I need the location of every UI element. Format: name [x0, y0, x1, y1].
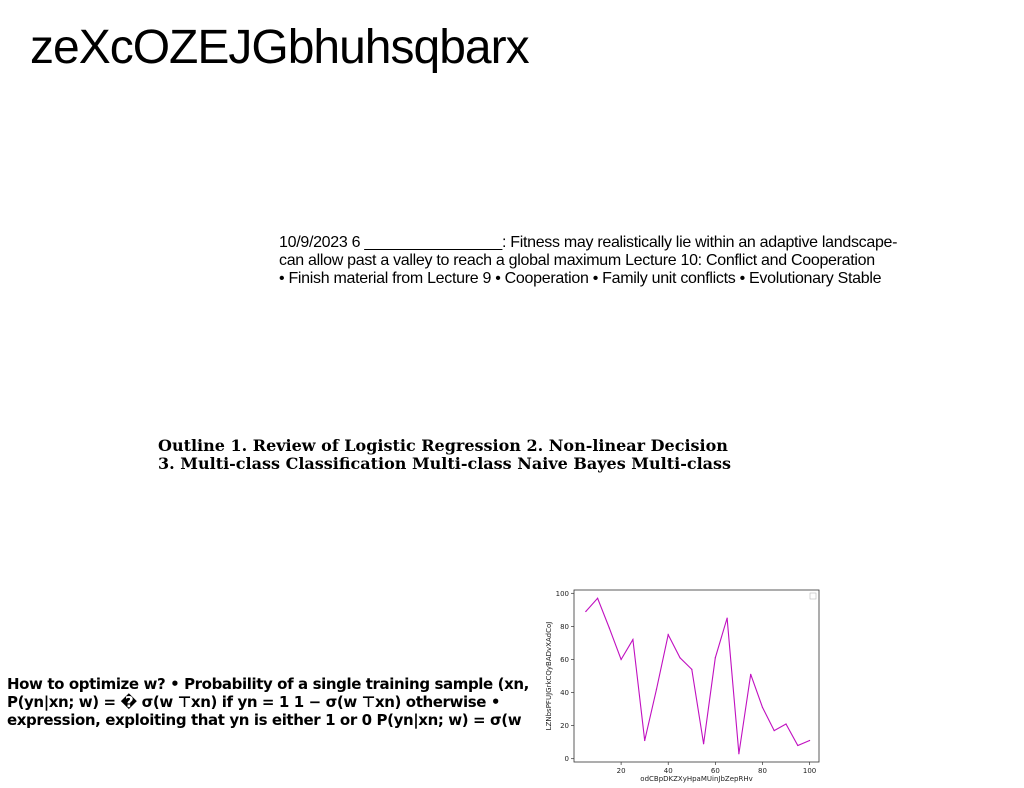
data-point [655, 688, 658, 690]
line-chart-svg: 20 40 60 80 100 0 20 40 60 80 100 odCBpDKZXyHpaMU… [545, 589, 820, 783]
data-point [750, 673, 752, 675]
x-axis-label: odCBpDKZXyHpaMUinJbZepRHv [640, 775, 752, 783]
line-chart: 20 40 60 80 100 0 20 40 60 80 100 odCBpDKZXyHpaMU… [540, 583, 830, 788]
y-tick-label: 100 [556, 590, 569, 598]
data-point [620, 658, 622, 661]
data-point [585, 610, 587, 613]
data-point [667, 634, 669, 636]
y-tick-label: 40 [560, 689, 569, 697]
x-tick-label: 60 [711, 767, 720, 775]
series-points [585, 597, 811, 755]
data-point [714, 657, 716, 659]
y-tick-label: 20 [560, 722, 569, 730]
y-tick-label: 80 [560, 623, 569, 631]
data-point [808, 739, 811, 742]
outline-line: 3. Multi-class Classification Multi-clas… [158, 454, 732, 473]
x-tick-label: 40 [664, 767, 673, 775]
optimize-line: P(yn|xn; w) = � σ(w ⊤xn) if yn = 1 1 − σ… [7, 693, 501, 711]
x-tick-label: 100 [803, 767, 816, 775]
data-point [726, 617, 728, 619]
data-point [761, 706, 764, 709]
data-point [632, 639, 634, 641]
lecture-text-block: 10/9/2023 6 ________________: Fitness ma… [279, 234, 939, 288]
lecture-line: 10/9/2023 6 ________________: Fitness ma… [279, 234, 898, 251]
data-point [679, 657, 681, 659]
y-axis-ticks: 0 20 40 60 80 100 [556, 590, 574, 763]
page-title: zeXcOZEJGbhuhsqbarx [30, 21, 530, 74]
legend-box [809, 592, 817, 600]
optimize-text-block: How to optimize w? • Probability of a si… [7, 675, 529, 729]
data-point [785, 723, 787, 725]
data-point [644, 739, 646, 742]
y-tick-label: 0 [565, 755, 569, 763]
optimize-line: expression, exploiting that yn is either… [7, 711, 522, 729]
y-tick-label: 60 [560, 656, 569, 664]
data-point [702, 743, 705, 745]
data-point [773, 729, 775, 732]
series-line [585, 597, 810, 754]
outline-line: Outline 1. Review of Logistic Regression… [158, 436, 728, 455]
data-point [596, 597, 599, 599]
optimize-line: How to optimize w? • Probability of a si… [7, 675, 529, 693]
x-tick-label: 80 [758, 767, 767, 775]
x-tick-label: 20 [617, 767, 626, 775]
lecture-line: • Finish material from Lecture 9 • Coope… [279, 270, 882, 287]
y-axis-label: LZNbsPFUJGrkCQyBADvXAdCoJ [545, 622, 553, 731]
data-point [738, 753, 740, 755]
lecture-line: can allow past a valley to reach a globa… [279, 252, 875, 269]
outline-text-block: Outline 1. Review of Logistic Regression… [158, 437, 731, 473]
plot-area [573, 589, 820, 763]
data-point [691, 668, 693, 670]
data-point [608, 627, 610, 629]
x-axis-ticks: 20 40 60 80 100 [617, 762, 816, 775]
data-point [797, 744, 799, 747]
